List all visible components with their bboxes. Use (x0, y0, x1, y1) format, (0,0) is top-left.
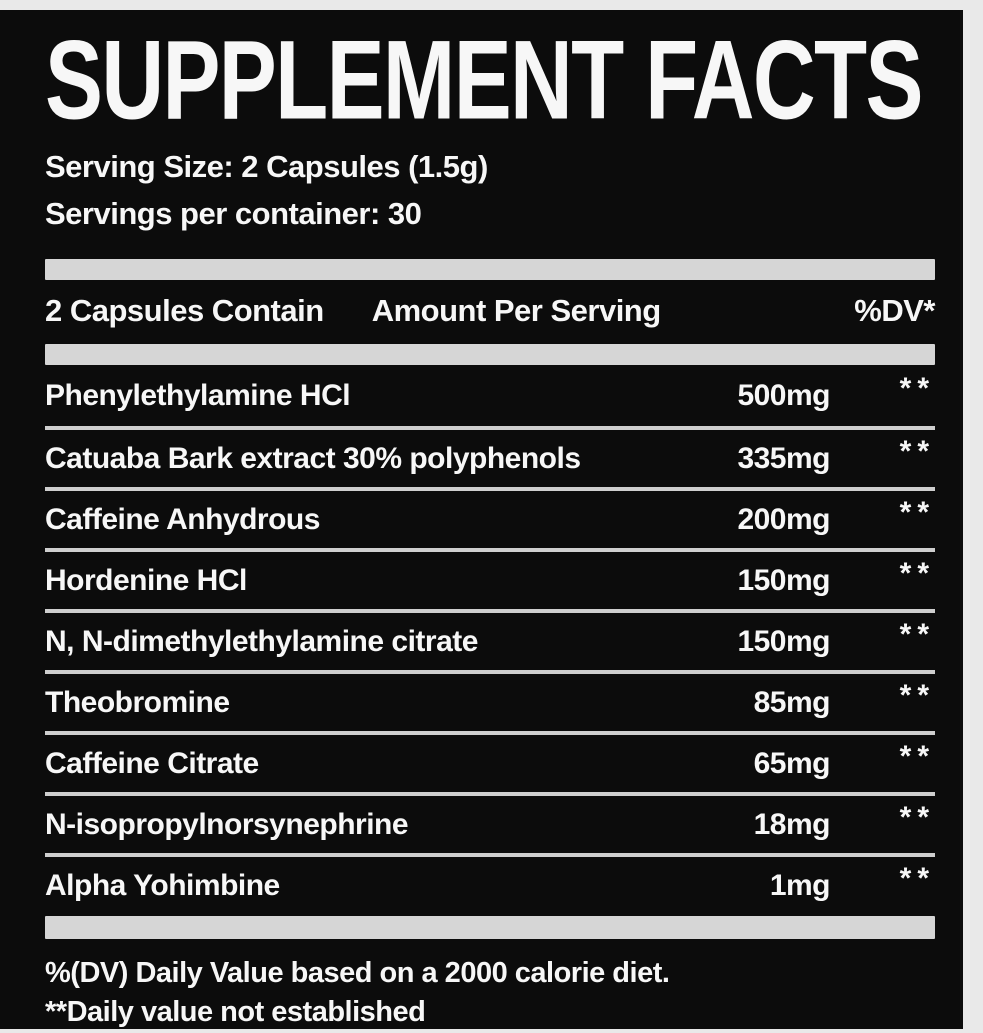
header-capsules-contain: 2 Capsules Contain (45, 293, 324, 329)
header-percent-dv: %DV* (854, 293, 935, 329)
table-row: Caffeine Anhydrous 200mg ** (45, 487, 935, 548)
ingredient-amount: 65mg (753, 746, 831, 780)
table-row: Theobromine 85mg ** (45, 670, 935, 731)
ingredient-name: N-isopropylnorsynephrine (45, 807, 409, 841)
ingredient-table: Phenylethylamine HCl 500mg ** Catuaba Ba… (45, 365, 935, 914)
ingredient-amount: 85mg (753, 685, 831, 719)
ingredient-name: Catuaba Bark extract 30% polyphenols (45, 441, 581, 475)
ingredient-dv: ** (899, 678, 935, 712)
ingredient-name: Theobromine (45, 685, 230, 719)
footnotes: %(DV) Daily Value based on a 2000 calori… (45, 954, 935, 1029)
ingredient-name: Caffeine Citrate (45, 746, 259, 780)
ingredient-amount: 18mg (753, 807, 831, 841)
label-title: SUPPLEMENT FACTS (45, 17, 923, 143)
ingredient-dv: ** (899, 800, 935, 834)
ingredient-amount: 335mg (737, 441, 830, 475)
ingredient-amount: 150mg (737, 624, 830, 658)
table-row: N-isopropylnorsynephrine 18mg ** (45, 792, 935, 853)
serving-info: Serving Size: 2 Capsules (1.5g) Servings… (45, 144, 935, 237)
ingredient-dv: ** (899, 617, 935, 651)
table-row: Phenylethylamine HCl 500mg ** (45, 365, 935, 426)
label-title-wrap: SUPPLEMENT FACTS (45, 22, 935, 139)
servings-per-container: Servings per container: 30 (45, 195, 422, 231)
ingredient-name: Hordenine HCl (45, 563, 247, 597)
footnote-daily-value: %(DV) Daily Value based on a 2000 calori… (45, 957, 670, 990)
table-row: Hordenine HCl 150mg ** (45, 548, 935, 609)
ingredient-dv: ** (899, 861, 935, 895)
ingredient-name: N, N-dimethylethylamine citrate (45, 624, 478, 658)
ingredient-dv: ** (899, 739, 935, 773)
ingredient-dv: ** (899, 495, 935, 529)
table-header: 2 Capsules Contain Amount Per Serving %D… (45, 280, 935, 344)
footer-bar (45, 916, 935, 940)
table-row: Alpha Yohimbine 1mg ** (45, 853, 935, 914)
serving-size: Serving Size: 2 Capsules (1.5g) (45, 149, 488, 185)
ingredient-amount: 1mg (769, 868, 831, 902)
ingredient-name: Alpha Yohimbine (45, 868, 280, 902)
ingredient-dv: ** (899, 371, 935, 405)
table-row: N, N-dimethylethylamine citrate 150mg ** (45, 609, 935, 670)
ingredient-dv: ** (899, 434, 935, 468)
footnote-not-established: **Daily value not established (45, 996, 426, 1029)
ingredient-amount: 150mg (737, 563, 830, 597)
ingredient-dv: ** (899, 556, 935, 590)
table-row: Catuaba Bark extract 30% polyphenols 335… (45, 426, 935, 487)
header-bottom-bar (45, 344, 935, 366)
header-amount-per-serving: Amount Per Serving (371, 293, 661, 329)
ingredient-name: Caffeine Anhydrous (45, 502, 320, 536)
header-top-bar (45, 259, 935, 281)
table-row: Caffeine Citrate 65mg ** (45, 731, 935, 792)
ingredient-amount: 500mg (737, 378, 830, 412)
ingredient-name: Phenylethylamine HCl (45, 378, 351, 412)
ingredient-amount: 200mg (737, 502, 830, 536)
supplement-facts-label: SUPPLEMENT FACTS Serving Size: 2 Capsule… (0, 10, 963, 1029)
